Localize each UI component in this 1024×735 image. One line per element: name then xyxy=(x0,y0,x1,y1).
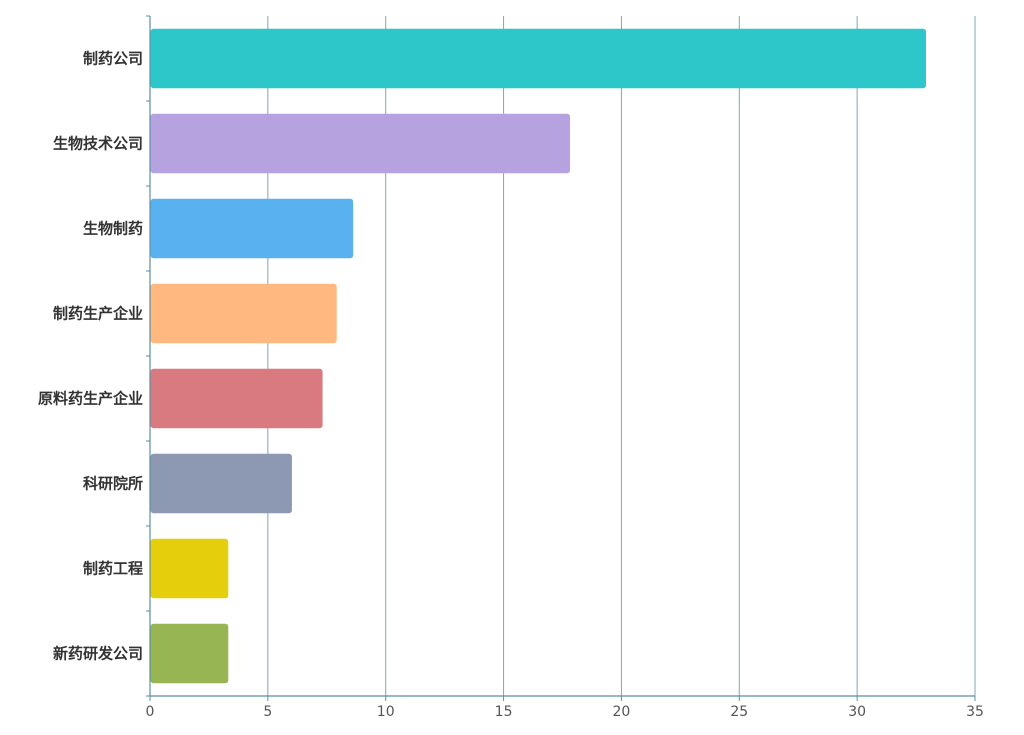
bar-2 xyxy=(150,198,354,259)
category-label-1: 生物技术公司 xyxy=(53,135,143,153)
bar-1 xyxy=(150,113,571,174)
category-label-0: 制药公司 xyxy=(83,50,143,68)
x-tick-label-5: 5 xyxy=(263,704,272,720)
bar-3 xyxy=(150,283,337,344)
bar-0 xyxy=(150,28,926,89)
x-tick-label-10: 10 xyxy=(377,704,395,720)
bar-7 xyxy=(150,623,229,684)
bar-6 xyxy=(150,538,229,599)
x-tick-label-0: 0 xyxy=(146,704,155,720)
bars xyxy=(150,28,926,684)
category-label-5: 科研院所 xyxy=(83,475,143,493)
x-tick-label-20: 20 xyxy=(613,704,631,720)
x-tick-label-25: 25 xyxy=(730,704,748,720)
x-tick-label-15: 15 xyxy=(495,704,513,720)
bar-5 xyxy=(150,453,292,514)
category-label-3: 制药生产企业 xyxy=(53,305,143,323)
axes xyxy=(146,15,976,701)
category-label-2: 生物制药 xyxy=(83,220,143,238)
x-tick-label-35: 35 xyxy=(966,704,984,720)
labels: 0 5 10 15 20 25 30 35 制药公司生物技术公司生物制药制药生产企业原料药生产企… xyxy=(38,50,984,721)
category-label-6: 制药工程 xyxy=(83,560,143,578)
category-label-4: 原料药生产企业 xyxy=(38,390,143,408)
x-tick-label-30: 30 xyxy=(848,704,866,720)
category-label-7: 新药研发公司 xyxy=(53,645,143,663)
bar-4 xyxy=(150,368,323,429)
